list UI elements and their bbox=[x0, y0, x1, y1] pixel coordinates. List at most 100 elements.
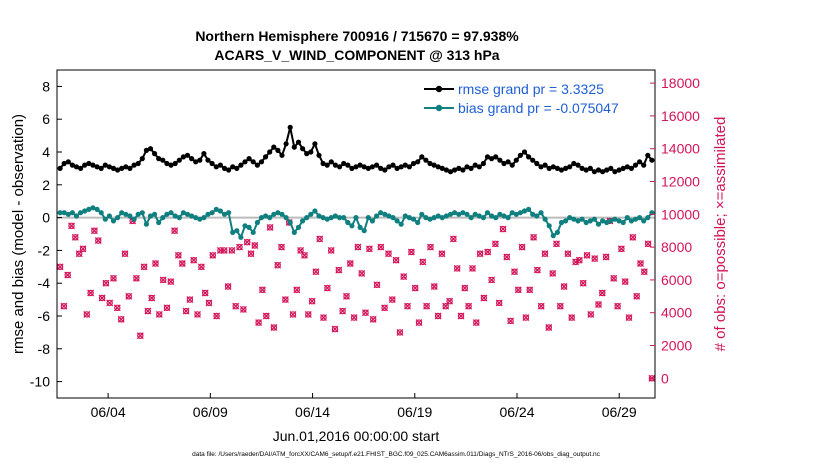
obs-possible-marker bbox=[526, 286, 533, 293]
obs-assimilated-marker bbox=[507, 317, 515, 325]
bias-point bbox=[86, 206, 92, 212]
bias-point bbox=[152, 211, 158, 217]
rmse-point bbox=[554, 165, 561, 171]
obs-possible-marker bbox=[484, 248, 491, 256]
obs-possible-marker bbox=[431, 283, 438, 290]
rmse-point bbox=[291, 144, 297, 150]
obs-possible-marker bbox=[68, 222, 75, 229]
rmse-point bbox=[168, 162, 174, 168]
obs-assimilated-marker bbox=[564, 250, 572, 258]
rmse-point bbox=[501, 160, 507, 167]
rmse-point bbox=[337, 164, 343, 170]
bias-point bbox=[238, 234, 244, 240]
obs-possible-marker bbox=[236, 243, 243, 251]
rmse-point bbox=[374, 162, 380, 168]
rmse-point bbox=[406, 164, 412, 170]
rmse-point bbox=[279, 152, 285, 158]
bias-point bbox=[567, 215, 573, 221]
obs-assimilated-marker bbox=[182, 307, 190, 315]
obs-assimilated-marker bbox=[549, 269, 557, 277]
legend: rmse grand pr = 3.3325 bias grand pr = -… bbox=[418, 76, 649, 120]
rmse-point bbox=[513, 157, 519, 163]
obs-assimilated-marker bbox=[323, 284, 331, 292]
rmse-point bbox=[184, 152, 191, 158]
obs-possible-marker bbox=[221, 247, 228, 254]
bias-point bbox=[106, 213, 112, 219]
obs-possible-marker bbox=[198, 263, 205, 270]
obs-assimilated-marker bbox=[232, 302, 240, 310]
bias-point bbox=[563, 218, 569, 224]
bias-point bbox=[328, 215, 334, 221]
obs-assimilated-marker bbox=[308, 297, 316, 305]
bias-point bbox=[591, 216, 598, 222]
obs-possible-marker bbox=[293, 286, 300, 293]
obs-assimilated-marker bbox=[621, 278, 629, 286]
bias-point bbox=[57, 210, 63, 216]
bias-point bbox=[234, 228, 240, 234]
obs-assimilated-marker bbox=[488, 276, 496, 284]
bias-point bbox=[324, 216, 330, 222]
y-axis-right-label: # of obs: o=possible; ×=assimilated bbox=[712, 117, 729, 352]
rmse-point bbox=[230, 164, 236, 170]
rmse-point bbox=[160, 157, 166, 163]
rmse-point bbox=[90, 162, 96, 168]
bias-point bbox=[378, 210, 384, 216]
bias-point bbox=[316, 213, 322, 219]
obs-possible-marker bbox=[404, 303, 411, 310]
bias-point bbox=[164, 211, 170, 217]
obs-possible-marker bbox=[72, 234, 79, 241]
obs-possible-marker bbox=[305, 311, 312, 318]
obs-assimilated-marker bbox=[461, 284, 469, 292]
obs-assimilated-marker bbox=[205, 299, 213, 307]
bias-point bbox=[119, 210, 125, 216]
obs-possible-marker bbox=[553, 240, 560, 247]
obs-assimilated-marker bbox=[278, 243, 285, 251]
obs-assimilated-marker bbox=[388, 296, 396, 304]
obs-assimilated-marker bbox=[159, 276, 167, 284]
rmse-point bbox=[369, 164, 375, 170]
obs-possible-marker bbox=[194, 311, 201, 318]
obs-assimilated-marker bbox=[140, 263, 148, 271]
rmse-point bbox=[493, 154, 499, 160]
bias-point bbox=[493, 215, 499, 221]
obs-possible-marker bbox=[595, 301, 602, 308]
rmse-point bbox=[69, 162, 75, 168]
obs-possible-marker bbox=[610, 275, 617, 282]
obs-assimilated-marker bbox=[102, 279, 110, 287]
obs-possible-marker bbox=[171, 227, 178, 234]
obs-possible-marker bbox=[331, 325, 339, 333]
y-right-tick-label: 6000 bbox=[661, 272, 692, 288]
bias-point bbox=[509, 210, 515, 216]
bias-point bbox=[271, 211, 277, 217]
obs-assimilated-marker bbox=[465, 302, 473, 310]
rmse-point bbox=[304, 151, 310, 157]
bias-point bbox=[332, 213, 338, 219]
obs-assimilated-marker bbox=[255, 319, 263, 327]
obs-possible-marker bbox=[522, 314, 530, 321]
obs-possible-marker bbox=[511, 268, 518, 275]
obs-assimilated-marker bbox=[110, 274, 117, 282]
obs-assimilated-marker bbox=[446, 297, 454, 305]
obs-possible-marker bbox=[644, 240, 652, 247]
rmse-point bbox=[386, 164, 392, 170]
obs-possible-marker bbox=[163, 304, 171, 311]
rmse-point bbox=[505, 159, 511, 165]
obs-possible-marker bbox=[243, 238, 251, 246]
obs-assimilated-marker bbox=[320, 314, 327, 322]
bias-point bbox=[538, 210, 544, 216]
bias-point bbox=[349, 223, 355, 229]
y-right-tick-label: 0 bbox=[661, 370, 669, 386]
obs-possible-marker bbox=[152, 260, 159, 267]
obs-assimilated-marker bbox=[423, 302, 431, 310]
obs-possible-marker bbox=[503, 253, 510, 261]
obs-assimilated-marker bbox=[373, 281, 381, 289]
obs-possible-marker bbox=[186, 296, 194, 303]
bias-point bbox=[624, 215, 630, 221]
rmse-point bbox=[143, 147, 149, 153]
bias-point bbox=[526, 206, 532, 212]
bias-point bbox=[254, 219, 260, 226]
obs-possible-marker bbox=[125, 293, 133, 300]
obs-assimilated-marker bbox=[629, 233, 637, 241]
bias-point bbox=[641, 218, 647, 224]
obs-assimilated-marker bbox=[201, 289, 209, 297]
